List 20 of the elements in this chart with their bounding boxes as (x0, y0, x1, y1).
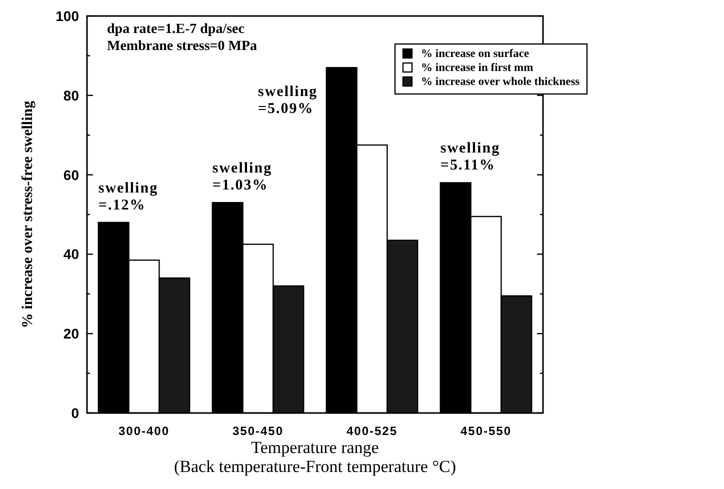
y-axis-title: % increase over stress-free swelling (20, 100, 36, 328)
annotation: swelling =5.11% (440, 140, 500, 174)
legend-label: % increase in first mm (421, 62, 534, 74)
y-tick-label: 0 (71, 405, 80, 421)
legend-label: % increase on surface (421, 48, 530, 60)
y-tick-label: 80 (63, 87, 80, 104)
annotation: swelling =5.09% (258, 84, 318, 117)
x-tick-label: 300-400 (118, 424, 170, 438)
x-tick-label: 350-450 (232, 424, 284, 438)
annotation: dpa rate=1.E-7 dpa/sec Membrane stress=0 MPa (107, 22, 258, 54)
x-axis-title: Temperature range (Back temperature-Front temperature °C) (174, 438, 456, 476)
y-tick-label: 40 (63, 246, 80, 262)
y-tick-label: 20 (63, 326, 80, 342)
y-tick-label: 100 (56, 8, 80, 24)
x-tick-label: 400-525 (346, 424, 398, 438)
y-tick-label: 60 (63, 166, 80, 183)
annotation: swelling =1.03% (212, 160, 272, 194)
annotation: swelling =.12% (98, 180, 158, 214)
legend-label: % increase over whole thickness (421, 76, 580, 88)
x-tick-label: 450-550 (460, 424, 512, 438)
